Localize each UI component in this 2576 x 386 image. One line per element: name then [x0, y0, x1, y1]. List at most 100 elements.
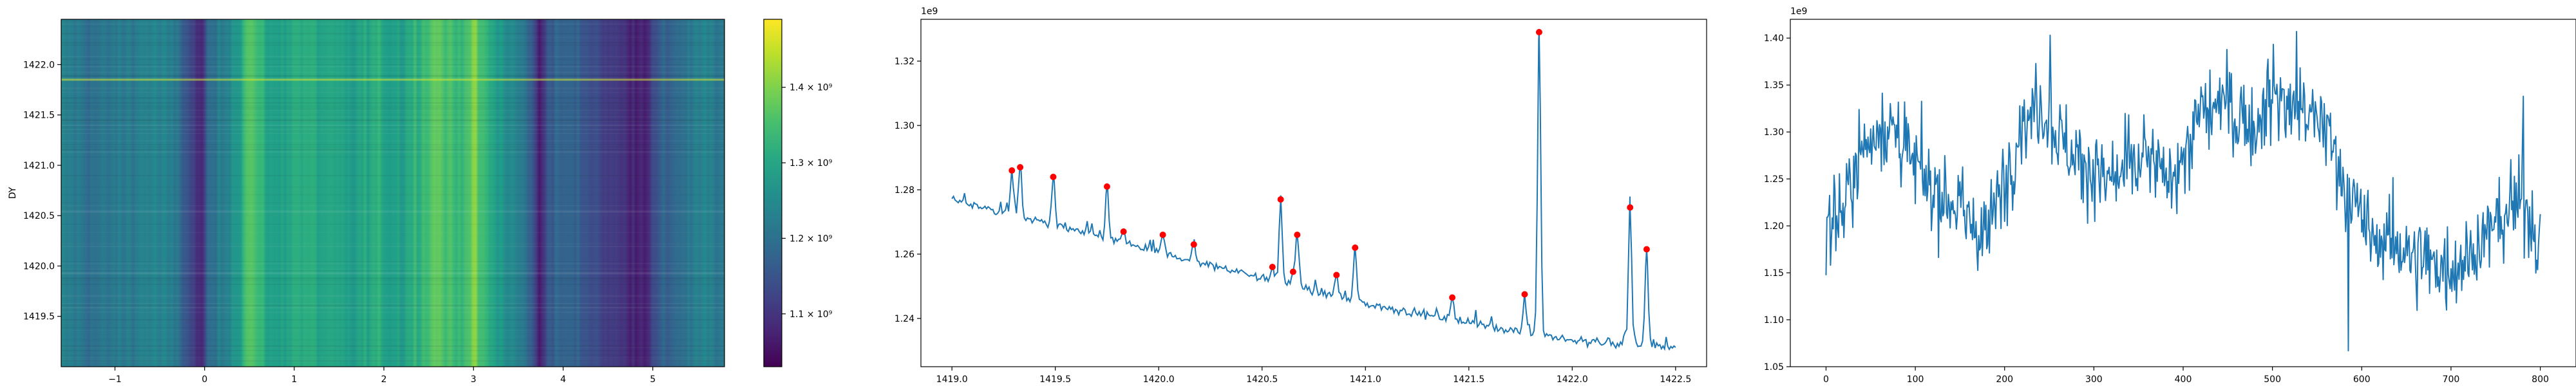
heatmap-row-band [61, 88, 724, 89]
spectrum-y-tick-label: 1.24 [895, 314, 914, 324]
heatmap-row-band [61, 350, 724, 351]
heatmap-row-band [61, 311, 724, 313]
spectrum-x-tick-label: 1422.0 [1557, 374, 1588, 385]
spectrum-x-tick-label: 1419.5 [1039, 374, 1071, 385]
heatmap-panel: −1 0 1 2 3 4 5 1419.51420.01420.51421.01421.51… [8, 19, 833, 385]
heatmap-row-band [61, 56, 724, 57]
peak-marker [1521, 291, 1528, 298]
heatmap-row-band [61, 77, 724, 80]
timeseries-x-tick-label: 500 [2264, 374, 2281, 385]
heatmap-row-band [61, 356, 724, 358]
timeseries-x-tick-label: 600 [2353, 374, 2371, 385]
heatmap-row-band [61, 306, 724, 309]
heatmap-bright-row [61, 78, 724, 81]
colorbar-fill [764, 19, 782, 367]
heatmap-row-band [61, 140, 724, 142]
heatmap-row-band [61, 23, 724, 25]
spectrum-x-tick-label: 1422.5 [1660, 374, 1691, 385]
heatmap-row-band [61, 87, 724, 89]
timeseries-plot-area [1825, 30, 2541, 352]
heatmap-texture [61, 23, 724, 362]
spectrum-y-tick-label: 1.30 [895, 121, 914, 131]
peak-marker [1289, 268, 1296, 275]
spectrum-y-tick-label: 1.32 [895, 57, 914, 67]
heatmap-x-tick-label: 4 [560, 374, 566, 385]
peak-marker [1352, 244, 1359, 251]
heatmap-row-band [61, 71, 724, 73]
timeseries-y-axis: 1.05 1.10 1.15 1.20 1.25 1.30 1.35 1.40 [1764, 33, 1790, 372]
heatmap-row-band [61, 36, 724, 38]
timeseries-x-tick-label: 400 [2175, 374, 2192, 385]
heatmap-row-band [61, 116, 724, 118]
spectrum-x-tick-label: 1421.5 [1453, 374, 1484, 385]
heatmap-row-band [61, 32, 724, 35]
heatmap-row-band [61, 26, 724, 28]
heatmap-y-axis: 1419.5 1420.0 1420.5 1421.0 1421.5 1422.0 [23, 60, 61, 322]
timeseries-x-tick-label: 100 [1907, 374, 1924, 385]
heatmap-row-band [61, 277, 724, 280]
heatmap-row-band [61, 271, 724, 274]
heatmap-row-band [61, 92, 724, 93]
timeseries-y-tick-label: 1.35 [1764, 80, 1784, 91]
heatmap-row-band [61, 175, 724, 176]
heatmap-row-band [61, 133, 724, 134]
heatmap-row-band [61, 273, 724, 275]
peak-marker [1009, 167, 1016, 174]
timeseries-y-tick-label: 1.10 [1764, 315, 1784, 326]
timeseries-y-tick-label: 1.05 [1764, 362, 1784, 372]
heatmap-x-tick-label: 2 [381, 374, 387, 385]
timeseries-line [1825, 30, 2541, 352]
peak-marker [1643, 246, 1650, 253]
colorbar-tick-label: 1.4 × 10⁹ [790, 83, 833, 93]
heatmap-row-band [61, 194, 724, 195]
heatmap-row-band [61, 262, 724, 264]
heatmap-y-tick-label: 1420.5 [23, 211, 55, 221]
heatmap-row-band [61, 284, 724, 285]
heatmap-x-tick-label: 5 [650, 374, 656, 385]
heatmap-row-band [61, 232, 724, 233]
spectrum-offset-label: 1e9 [921, 6, 938, 17]
colorbar-ticks: 1.1 × 10⁹ 1.2 × 10⁹ 1.3 × 10⁹ 1.4 × 10⁹ [782, 83, 833, 320]
heatmap-row-band [61, 280, 724, 281]
spectrum-x-tick-label: 1420.0 [1143, 374, 1175, 385]
heatmap-row-band [61, 246, 724, 247]
heatmap-row-band [61, 114, 724, 116]
heatmap-row-band [61, 107, 724, 109]
heatmap-row-band [61, 75, 724, 77]
heatmap-row-band [61, 109, 724, 111]
spectrum-x-tick-label: 1419.0 [936, 374, 968, 385]
heatmap-y-tick-label: 1421.5 [23, 111, 55, 121]
heatmap-row-band [61, 304, 724, 307]
heatmap-row-band [61, 124, 724, 127]
heatmap-row-band [61, 120, 724, 122]
heatmap-row-band [61, 149, 724, 151]
timeseries-x-tick-label: 700 [2443, 374, 2460, 385]
heatmap-x-axis: −1 0 1 2 3 4 5 [108, 367, 656, 385]
heatmap-row-band [61, 205, 724, 207]
heatmap-row-band [61, 347, 724, 348]
heatmap-row-band [61, 144, 724, 145]
colorbar-tick-label: 1.1 × 10⁹ [790, 309, 833, 320]
heatmap-y-tick-label: 1420.0 [23, 261, 55, 271]
heatmap-x-tick-label: 0 [202, 374, 207, 385]
colorbar-tick-label: 1.2 × 10⁹ [790, 234, 833, 244]
heatmap-x-tick-label: 3 [471, 374, 477, 385]
heatmap-row-band [61, 210, 724, 212]
heatmap-row-band [61, 359, 724, 361]
heatmap-row-band [61, 66, 724, 68]
heatmap-row-band [61, 360, 724, 362]
heatmap-x-tick-label: 1 [291, 374, 297, 385]
heatmap-row-band [61, 156, 724, 158]
heatmap-row-band [61, 345, 724, 347]
heatmap-y-label: DY [8, 187, 18, 199]
heatmap-row-band [61, 339, 724, 341]
heatmap-row-band [61, 210, 724, 212]
spectrum-panel: 1419.0 1419.5 1420.0 1420.5 1421.0 1421.5 1422… [895, 6, 1707, 385]
heatmap-row-band [61, 59, 724, 60]
spectrum-plot-area [951, 29, 1676, 351]
peak-marker [1277, 196, 1284, 203]
colorbar-frame [763, 19, 782, 367]
heatmap-row-band [61, 211, 724, 214]
timeseries-y-tick-label: 1.25 [1764, 174, 1784, 185]
